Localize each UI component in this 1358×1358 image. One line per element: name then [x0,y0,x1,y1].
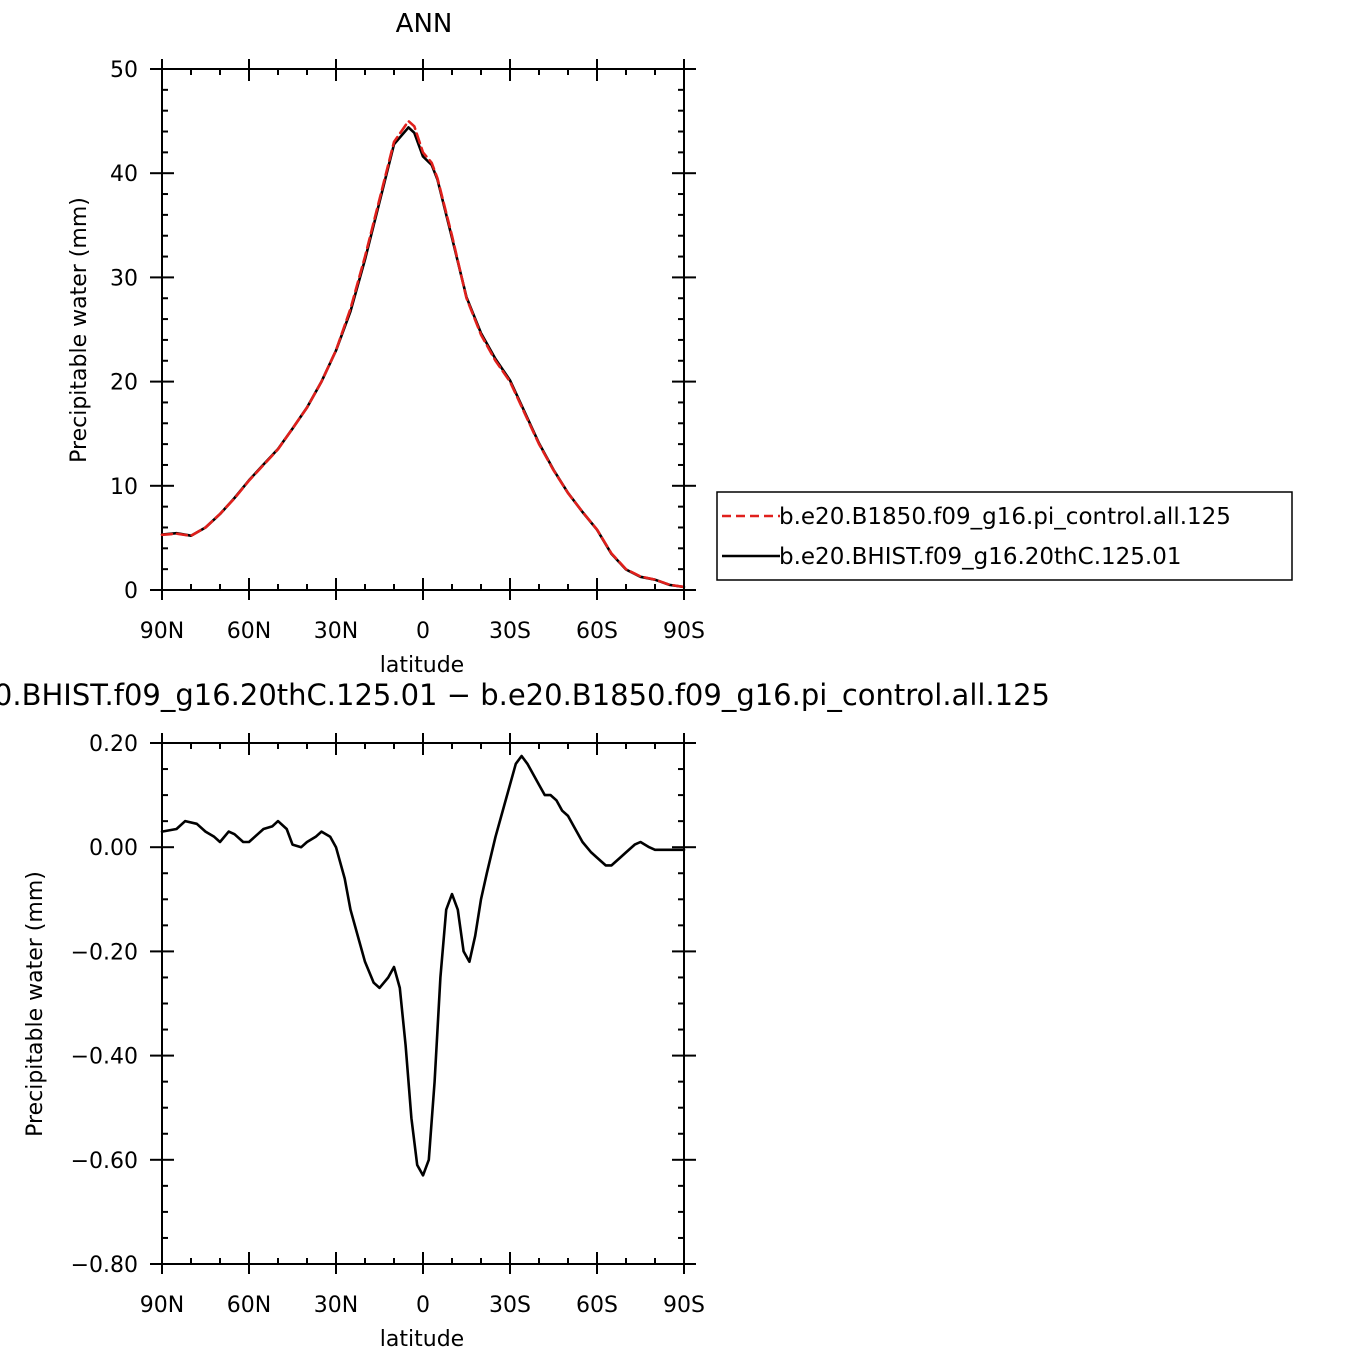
top-x-tick-labels: 90N 60N 30N 0 30S 60S 90S [140,619,705,644]
y-tick-label: 0 [124,579,138,604]
x-tick-label: 30S [489,1293,531,1318]
y-tick-label: 30 [110,266,138,291]
bottom-ticks [150,733,696,1274]
y-tick-label: −0.60 [71,1149,138,1174]
series-line-2 [160,126,686,589]
top-x-axis-label: latitude [380,653,464,678]
bottom-plot-area [160,742,686,1265]
top-panel: ANN 90N 60N 30N 0 30S 60S 90S 0 10 20 30 40 50 lati… [67,9,705,678]
legend-label-series-2: b.e20.BHIST.f09_g16.20thC.125.01 [779,544,1181,570]
y-tick-label: 40 [110,162,138,187]
x-tick-label: 90S [663,619,705,644]
x-tick-label: 30S [489,619,531,644]
bottom-y-axis-label: Precipitable water (mm) [23,871,48,1137]
bottom-chart-title: b.e20.BHIST.f09_g16.20thC.125.01 − b.e20… [0,678,1050,712]
x-tick-label: 60S [576,1293,618,1318]
bottom-panel: b.e20.BHIST.f09_g16.20thC.125.01 − b.e20… [0,678,1050,1352]
bottom-x-tick-labels: 90N 60N 30N 0 30S 60S 90S [140,1293,705,1318]
x-tick-label: 90S [663,1293,705,1318]
x-tick-label: 60N [227,619,271,644]
y-tick-label: 50 [110,58,138,83]
top-y-tick-labels: 0 10 20 30 40 50 [110,58,138,604]
top-ticks [150,59,696,600]
bottom-x-axis-label: latitude [380,1327,464,1352]
x-tick-label: 0 [416,619,430,644]
x-tick-label: 90N [140,619,184,644]
y-tick-label: −0.80 [71,1253,138,1278]
y-tick-label: −0.40 [71,1045,138,1070]
series-line-1 [160,754,686,1177]
x-tick-label: 90N [140,1293,184,1318]
y-tick-label: 10 [110,475,138,500]
x-tick-label: 60S [576,619,618,644]
x-tick-label: 30N [314,1293,358,1318]
x-tick-label: 0 [416,1293,430,1318]
bottom-y-tick-labels: −0.80 −0.60 −0.40 −0.20 0.00 0.20 [71,732,138,1278]
legend: b.e20.B1850.f09_g16.pi_control.all.125 b… [716,491,1293,581]
top-chart-title: ANN [396,9,453,39]
series-line-1 [160,119,686,589]
y-tick-label: 20 [110,371,138,396]
legend-box [716,491,1293,581]
x-tick-label: 30N [314,619,358,644]
y-tick-label: 0.20 [89,732,138,757]
y-tick-label: 0.00 [89,836,138,861]
x-tick-label: 60N [227,1293,271,1318]
legend-label-series-1: b.e20.B1850.f09_g16.pi_control.all.125 [779,504,1231,530]
top-plot-area [160,68,686,591]
plot-frame [161,742,685,1265]
plot-frame [161,68,685,591]
top-y-axis-label: Precipitable water (mm) [67,197,92,463]
y-tick-label: −0.20 [71,940,138,965]
